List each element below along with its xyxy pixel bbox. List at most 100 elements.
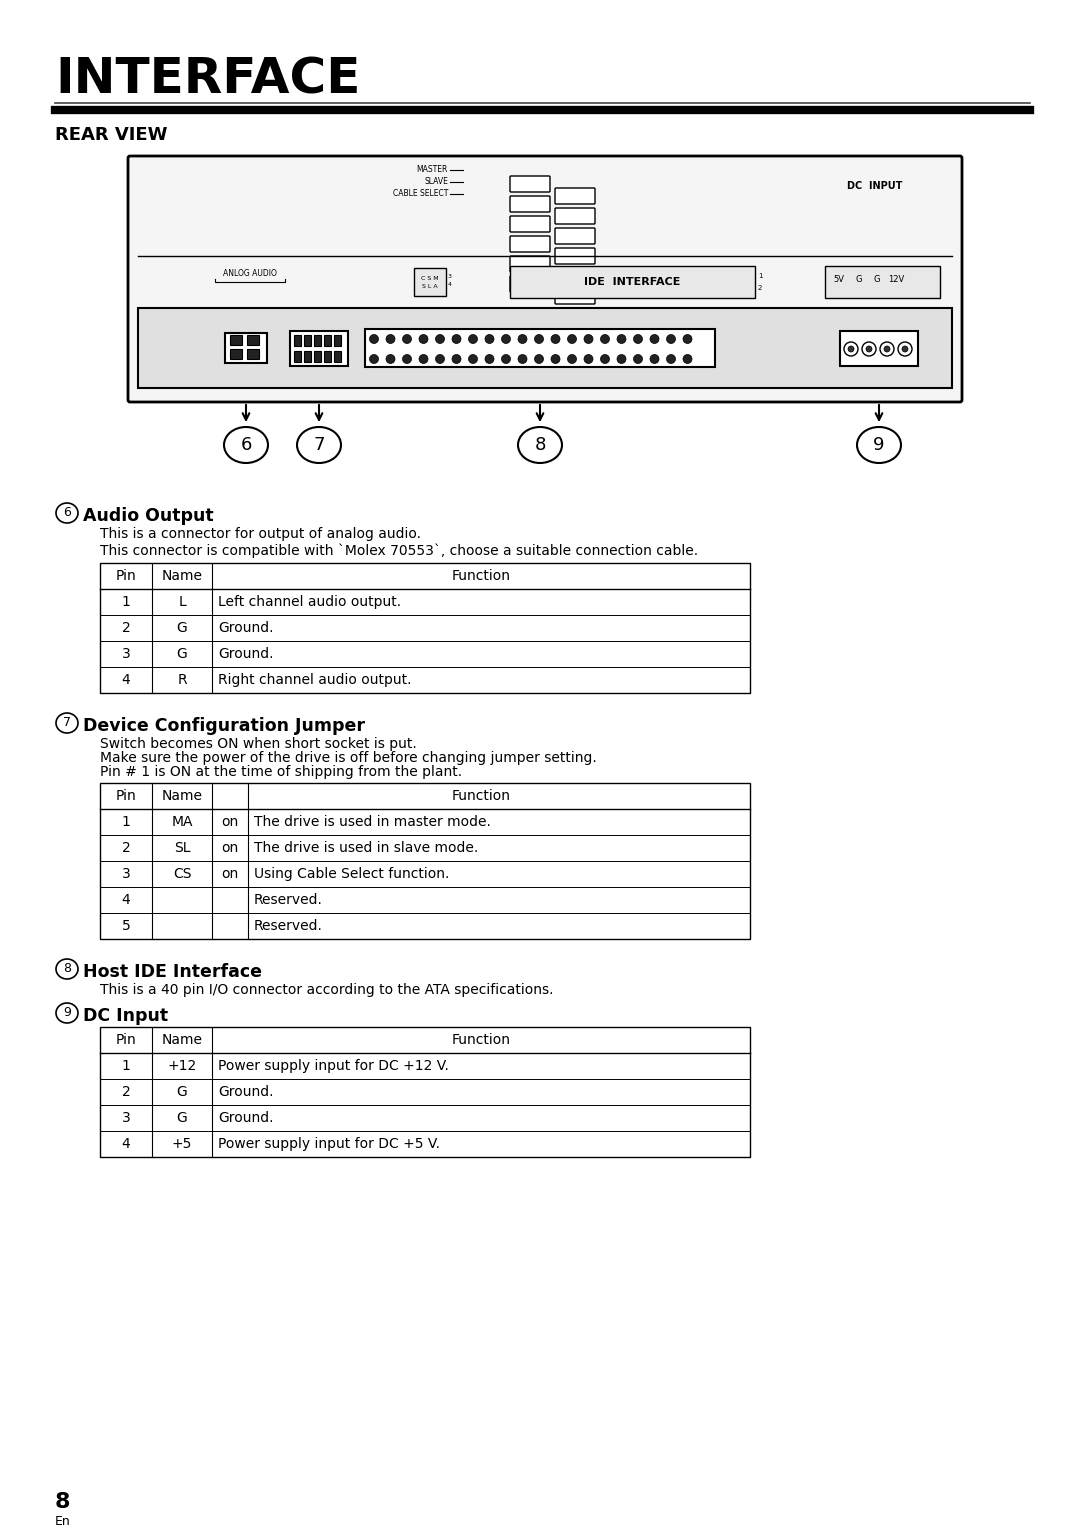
- Text: Using Cable Select function.: Using Cable Select function.: [254, 867, 449, 881]
- Bar: [225, 333, 267, 362]
- Circle shape: [485, 335, 494, 344]
- Text: G: G: [177, 647, 187, 661]
- Bar: [324, 352, 330, 362]
- Circle shape: [567, 355, 577, 364]
- Circle shape: [848, 346, 854, 352]
- Text: +5: +5: [172, 1138, 192, 1151]
- Text: 7: 7: [313, 436, 325, 454]
- Bar: [314, 335, 321, 346]
- Circle shape: [403, 355, 411, 364]
- Text: 8: 8: [55, 1492, 70, 1512]
- Text: G: G: [855, 275, 862, 283]
- Text: Switch becomes ON when short socket is put.: Switch becomes ON when short socket is p…: [100, 737, 417, 751]
- Text: Device Configuration Jumper: Device Configuration Jumper: [83, 717, 365, 735]
- Bar: [303, 335, 311, 346]
- Text: G: G: [177, 1086, 187, 1099]
- Circle shape: [551, 335, 561, 344]
- Circle shape: [683, 335, 692, 344]
- Text: 8: 8: [535, 436, 545, 454]
- Text: 4: 4: [448, 283, 453, 287]
- Text: 2: 2: [758, 284, 762, 291]
- Text: Name: Name: [162, 789, 203, 803]
- Ellipse shape: [297, 427, 341, 463]
- Text: G: G: [177, 621, 187, 635]
- Text: Name: Name: [162, 569, 203, 583]
- Bar: [100, 1027, 750, 1157]
- Text: REAR VIEW: REAR VIEW: [55, 125, 167, 144]
- Circle shape: [897, 342, 912, 356]
- Text: Pin: Pin: [116, 1034, 136, 1047]
- FancyBboxPatch shape: [555, 188, 595, 203]
- Circle shape: [843, 342, 858, 356]
- Circle shape: [634, 355, 643, 364]
- Text: 6: 6: [241, 436, 252, 454]
- Text: SL: SL: [174, 841, 190, 855]
- Text: on: on: [221, 815, 239, 829]
- Circle shape: [485, 355, 494, 364]
- Text: DC  INPUT: DC INPUT: [848, 180, 903, 191]
- Text: Name: Name: [162, 1034, 203, 1047]
- Circle shape: [650, 355, 659, 364]
- Text: 8: 8: [63, 962, 71, 976]
- Circle shape: [880, 342, 894, 356]
- Text: This is a connector for output of analog audio.: This is a connector for output of analog…: [100, 528, 421, 541]
- Text: MA: MA: [172, 815, 192, 829]
- FancyBboxPatch shape: [510, 277, 550, 292]
- Bar: [825, 266, 940, 298]
- FancyBboxPatch shape: [510, 216, 550, 232]
- Text: 3: 3: [448, 275, 453, 280]
- FancyBboxPatch shape: [555, 287, 595, 304]
- Bar: [291, 330, 348, 365]
- Text: Host IDE Interface: Host IDE Interface: [83, 963, 262, 982]
- Circle shape: [435, 335, 445, 344]
- Circle shape: [600, 355, 609, 364]
- Bar: [247, 335, 259, 346]
- Bar: [840, 330, 918, 365]
- FancyBboxPatch shape: [510, 196, 550, 213]
- Circle shape: [453, 355, 461, 364]
- Text: 2: 2: [122, 621, 131, 635]
- Text: Left channel audio output.: Left channel audio output.: [218, 595, 401, 609]
- Ellipse shape: [518, 427, 562, 463]
- Circle shape: [866, 346, 872, 352]
- Text: +12: +12: [167, 1060, 197, 1073]
- Text: DC Input: DC Input: [83, 1008, 168, 1024]
- Text: The drive is used in slave mode.: The drive is used in slave mode.: [254, 841, 478, 855]
- Text: The drive is used in master mode.: The drive is used in master mode.: [254, 815, 491, 829]
- Text: 3: 3: [122, 647, 131, 661]
- Bar: [334, 352, 341, 362]
- Text: S L A: S L A: [422, 283, 437, 289]
- Bar: [510, 266, 755, 298]
- Text: Audio Output: Audio Output: [83, 508, 214, 524]
- Ellipse shape: [56, 959, 78, 979]
- Text: Ground.: Ground.: [218, 1112, 273, 1125]
- Text: SLAVE: SLAVE: [424, 177, 448, 187]
- Text: 9: 9: [874, 436, 885, 454]
- Text: INTERFACE: INTERFACE: [55, 55, 361, 102]
- Circle shape: [386, 335, 395, 344]
- Circle shape: [666, 355, 675, 364]
- Circle shape: [501, 335, 511, 344]
- Text: Reserved.: Reserved.: [254, 919, 323, 933]
- Text: 2: 2: [122, 841, 131, 855]
- Text: 9: 9: [63, 1006, 71, 1020]
- Text: Reserved.: Reserved.: [254, 893, 323, 907]
- Text: This is a 40 pin I/O connector according to the ATA specifications.: This is a 40 pin I/O connector according…: [100, 983, 554, 997]
- Text: Function: Function: [451, 1034, 511, 1047]
- Text: CABLE SELECT: CABLE SELECT: [393, 190, 448, 199]
- Text: En: En: [55, 1515, 71, 1527]
- Text: 3: 3: [122, 1112, 131, 1125]
- Circle shape: [600, 335, 609, 344]
- Circle shape: [535, 335, 543, 344]
- FancyBboxPatch shape: [555, 268, 595, 284]
- Circle shape: [453, 335, 461, 344]
- Text: 1: 1: [122, 595, 131, 609]
- Text: on: on: [221, 867, 239, 881]
- Circle shape: [683, 355, 692, 364]
- Circle shape: [369, 355, 378, 364]
- Text: Ground.: Ground.: [218, 647, 273, 661]
- Circle shape: [518, 335, 527, 344]
- FancyBboxPatch shape: [510, 235, 550, 252]
- Text: Function: Function: [451, 789, 511, 803]
- Text: Pin: Pin: [116, 789, 136, 803]
